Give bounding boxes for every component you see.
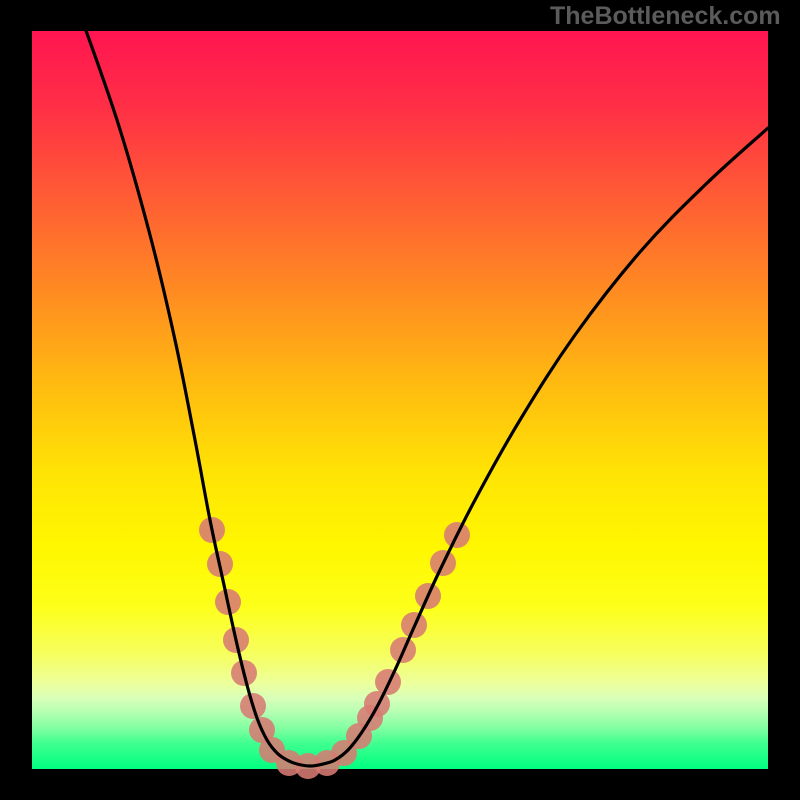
- marker-layer: [199, 517, 470, 779]
- watermark-text: TheBottleneck.com: [550, 2, 781, 31]
- chart-canvas: TheBottleneck.com: [0, 0, 800, 800]
- plot-area: [32, 31, 768, 769]
- v-curve-path: [75, 0, 768, 766]
- chart-svg: [0, 0, 800, 800]
